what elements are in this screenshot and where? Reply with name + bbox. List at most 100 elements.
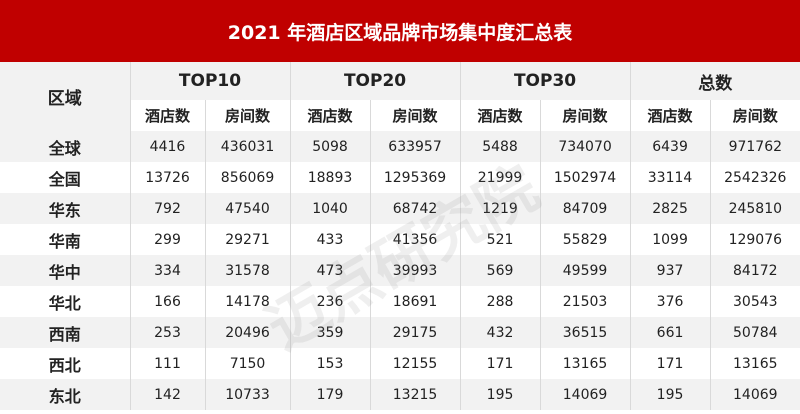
- cell: 41356: [370, 224, 461, 255]
- cell: 31578: [205, 255, 291, 286]
- table-body: 区域 TOP10 TOP20 TOP30 总数 酒店数 房间数 酒店数 房间数 酒店数 房间数 酒店数…: [0, 62, 800, 410]
- cell: 1219: [460, 193, 541, 224]
- header-cell: TOP30: [460, 62, 631, 100]
- subheader-cell: 酒店数: [460, 100, 541, 131]
- cell: 288: [460, 286, 541, 317]
- cell: 33114: [630, 162, 711, 193]
- cell: 1502974: [540, 162, 631, 193]
- cell: 661: [630, 317, 711, 348]
- cell: 2825: [630, 193, 711, 224]
- subheader-cell: 酒店数: [290, 100, 371, 131]
- cell: 171: [630, 348, 711, 379]
- cell: 13165: [733, 355, 778, 372]
- cell: 171: [460, 348, 541, 379]
- row-label: 华北: [0, 286, 131, 317]
- cell: 50784: [710, 317, 800, 348]
- cell: 179: [290, 379, 371, 410]
- row-label: 西北: [0, 348, 131, 379]
- cell: 245810: [710, 193, 800, 224]
- cell: 4416: [130, 131, 206, 162]
- cell: 18691: [370, 286, 461, 317]
- data-row: 华北 166 14178 236 18691 288 21503 376 30543: [0, 286, 800, 317]
- cell: 13215: [370, 379, 461, 410]
- cell: 21999: [460, 162, 541, 193]
- row-label: 华南: [0, 224, 131, 255]
- data-row: 华南 299 29271 433 41356 521 55829 1099 129076: [0, 224, 800, 255]
- cell: 433: [290, 224, 371, 255]
- cell: 12155: [370, 348, 461, 379]
- cell: 195: [630, 379, 711, 410]
- cell: 432: [460, 317, 541, 348]
- row-label: 全球: [0, 131, 131, 162]
- cell: 29271: [205, 224, 291, 255]
- cell: 36515: [540, 317, 631, 348]
- row-label: 西南: [0, 317, 131, 348]
- cell: 39993: [370, 255, 461, 286]
- subheader-cell: 房间数: [710, 100, 800, 131]
- data-row: 东北 142 10733 179 13215 195 14069 195 14069: [0, 379, 800, 410]
- cell: 856069: [205, 162, 291, 193]
- cell: 30543: [733, 293, 778, 310]
- cell: 473: [290, 255, 371, 286]
- cell: 253: [130, 317, 206, 348]
- cell: 376: [630, 286, 711, 317]
- cell: 111: [130, 348, 206, 379]
- subheader-cell: 酒店数: [130, 100, 206, 131]
- header-cell: TOP10: [130, 62, 291, 100]
- subheader-cell: 房间数: [540, 100, 631, 131]
- cell: 792: [130, 193, 206, 224]
- cell: 84172: [710, 255, 800, 286]
- subheader-cell: 酒店数: [630, 100, 711, 131]
- cell: 1295369: [370, 162, 461, 193]
- cell: 5488: [460, 131, 541, 162]
- cell: 334: [130, 255, 206, 286]
- header-row: 区域 TOP10 TOP20 TOP30 总数: [0, 62, 800, 131]
- cell: 436031: [205, 131, 291, 162]
- cell: 14069: [540, 379, 631, 410]
- subheader-cell: 房间数: [370, 100, 461, 131]
- cell: 7150: [205, 348, 291, 379]
- cell: 633957: [370, 131, 461, 162]
- cell: 21503: [540, 286, 631, 317]
- cell: 13165: [540, 348, 631, 379]
- cell: 153: [290, 348, 371, 379]
- data-row: 西北 111 7150 153 12155 171 13165 171 13165: [0, 348, 800, 379]
- cell: 195: [460, 379, 541, 410]
- cell: 14069: [710, 379, 800, 410]
- cell: 734070: [540, 131, 631, 162]
- cell: 2542326: [724, 169, 787, 186]
- cell: 937: [630, 255, 711, 286]
- header-cell: 区域: [0, 62, 131, 131]
- cell: 1040: [290, 193, 371, 224]
- cell: 20496: [205, 317, 291, 348]
- header-cell: TOP20: [290, 62, 461, 100]
- cell: 29175: [370, 317, 461, 348]
- cell: 129076: [728, 231, 783, 248]
- data-row: 华东 792 47540 1040 68742 1219 84709 2825 245810: [0, 193, 800, 224]
- cell: 1099: [630, 224, 711, 255]
- cell: 166: [130, 286, 206, 317]
- data-row: 全球 4416 436031 5098 633957 5488 734070 6439 9717…: [0, 131, 800, 162]
- cell: 971762: [710, 131, 800, 162]
- header-row: 酒店数 房间数 酒店数 房间数 酒店数 房间数 酒店数 房间数: [0, 100, 800, 131]
- cell: 521: [460, 224, 541, 255]
- cell: 10733: [205, 379, 291, 410]
- cell: 68742: [370, 193, 461, 224]
- cell: 14178: [205, 286, 291, 317]
- title: 2021 年酒店区域品牌市场集中度汇总表: [227, 21, 573, 44]
- cell: 236: [290, 286, 371, 317]
- data-row: 西南 253 20496 359 29175 432 36515 661 50784: [0, 317, 800, 348]
- cell: 359: [290, 317, 371, 348]
- cell: 569: [460, 255, 541, 286]
- cell: 55829: [540, 224, 631, 255]
- title-bar: 2021 年酒店区域品牌市场集中度汇总表: [0, 0, 800, 62]
- cell: 49599: [540, 255, 631, 286]
- cell: 5098: [290, 131, 371, 162]
- row-label: 全国: [0, 162, 131, 193]
- cell: 47540: [205, 193, 291, 224]
- cell: 84709: [540, 193, 631, 224]
- data-row: 全国 13726 856069 18893 1295369 21999 1502974 331…: [0, 162, 800, 193]
- cell: 299: [130, 224, 206, 255]
- data-row: 华中 334 31578 473 39993 569 49599 937 84172: [0, 255, 800, 286]
